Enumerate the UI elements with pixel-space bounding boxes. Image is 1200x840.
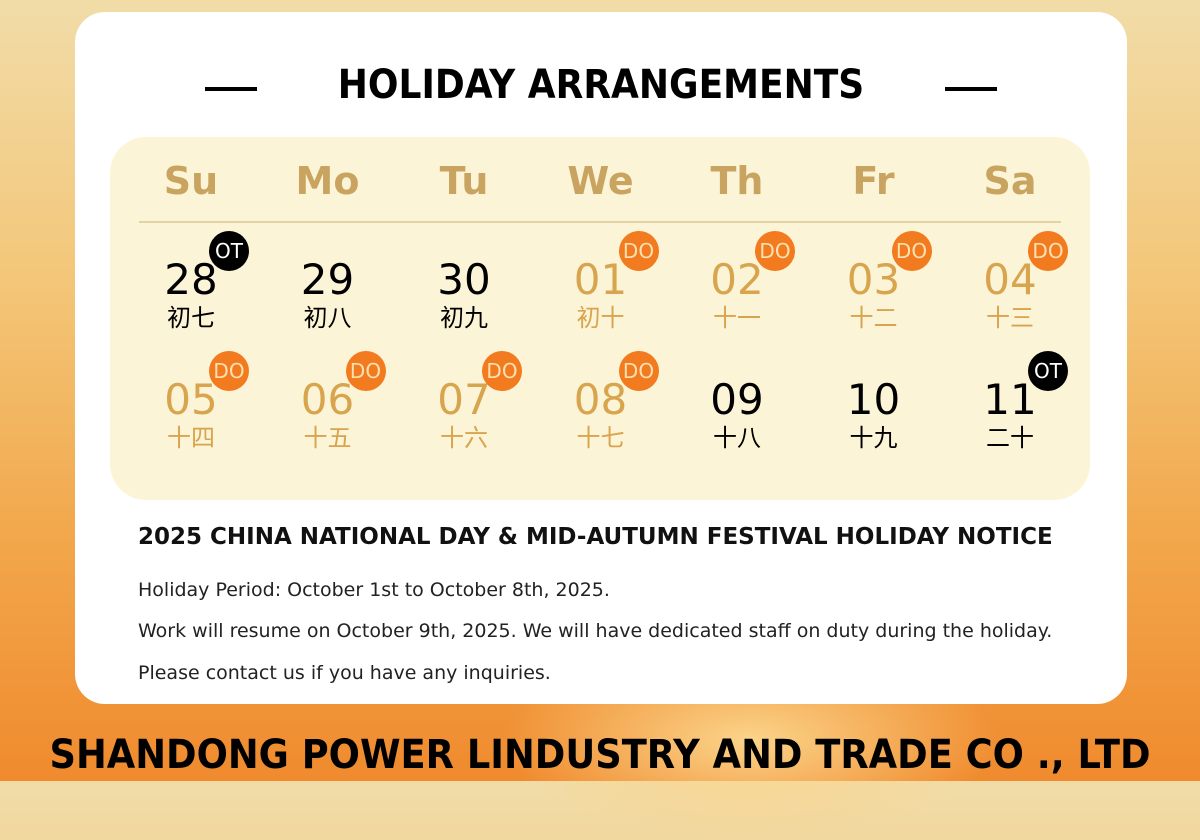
lunar-date: 十九 [849,424,898,452]
calendar-day: 11 二十 OT [950,351,1070,453]
weekday-header: We [567,159,634,203]
day-number: 30 [437,255,491,304]
lunar-date: 十八 [713,424,761,452]
calendar-day: 05 十四 DO [131,351,251,453]
day-number: 10 [846,375,901,424]
day-off-badge: DO [618,231,659,271]
day-number: 09 [710,375,764,424]
lunar-date: 十七 [576,424,625,452]
title-dash-right [945,87,997,91]
day-number: 06 [300,375,355,424]
weekday-header: Tu [439,159,489,203]
day-off-badge: DO [482,351,522,391]
day-off-badge: DO [755,231,795,271]
calendar-day: 09 十八 [677,377,797,453]
calendar-day: 28 初七 OT [131,231,251,333]
lunar-date: 二十 [986,424,1034,452]
lunar-date: 初十 [576,304,625,332]
day-off-badge: DO [345,351,386,391]
lunar-date: 十五 [303,424,352,452]
lunar-date: 十四 [167,424,215,452]
lunar-date: 初八 [303,304,352,332]
calendar-day: 01 初十 DO [541,231,661,333]
day-number: 29 [300,255,355,304]
lunar-date: 初七 [167,304,215,332]
calendar-day: 06 十五 DO [268,351,388,453]
title-dash-left [205,87,257,91]
overtime-badge: OT [1028,351,1068,391]
calendar-day: 03 十二 DO [814,231,934,333]
calendar-day: 02 十一 DO [677,231,797,333]
lunar-date: 十三 [986,304,1034,332]
day-number: 07 [437,375,491,424]
day-number: 02 [710,255,764,304]
notice-line: Please contact us if you have any inquir… [138,662,551,684]
holiday-card: HOLIDAY ARRANGEMENTS Su Mo Tu We Th Fr Sa 28 初七 O… [75,12,1127,704]
page-title: HOLIDAY ARRANGEMENTS [337,62,865,108]
day-number: 11 [983,375,1037,424]
calendar-day: 08 十七 DO [541,351,661,453]
day-number: 05 [164,375,218,424]
weekday-header: Mo [295,159,360,203]
day-off-badge: DO [891,231,932,271]
weekday-header: Su [163,159,219,203]
calendar-day: 30 初九 [404,257,524,333]
notice-line: Holiday Period: October 1st to October 8… [138,579,610,601]
lunar-date: 初九 [440,304,488,332]
lunar-date: 十六 [440,424,488,452]
day-number: 03 [846,255,901,304]
lunar-date: 十二 [849,304,898,332]
calendar-day: 29 初八 [268,257,388,333]
day-off-badge: DO [1028,231,1068,271]
day-number: 28 [164,255,218,304]
calendar-day: 04 十三 DO [950,231,1070,333]
overtime-badge: OT [209,231,249,271]
day-number: 01 [573,255,628,304]
calendar-day: 07 十六 DO [404,351,524,453]
day-number: 08 [573,375,628,424]
weekday-header: Sa [983,159,1037,203]
notice-line: Work will resume on October 9th, 2025. W… [138,620,1053,642]
day-off-badge: DO [618,351,659,391]
weekday-header: Fr [852,159,895,203]
company-name: SHANDONG POWER LINDUSTRY AND TRADE CO .,… [49,732,1151,778]
day-off-badge: DO [209,351,249,391]
calendar-divider [139,221,1061,223]
lunar-date: 十一 [713,304,761,332]
calendar-day: 10 十九 [814,377,934,453]
notice-title: 2025 CHINA NATIONAL DAY & MID-AUTUMN FES… [138,524,1053,550]
day-number: 04 [983,255,1037,304]
weekday-header: Th [710,159,764,203]
calendar: Su Mo Tu We Th Fr Sa 28 初七 OT 29 初八 30 初九 01 初十 DO 02 十一 DO… [110,137,1090,500]
